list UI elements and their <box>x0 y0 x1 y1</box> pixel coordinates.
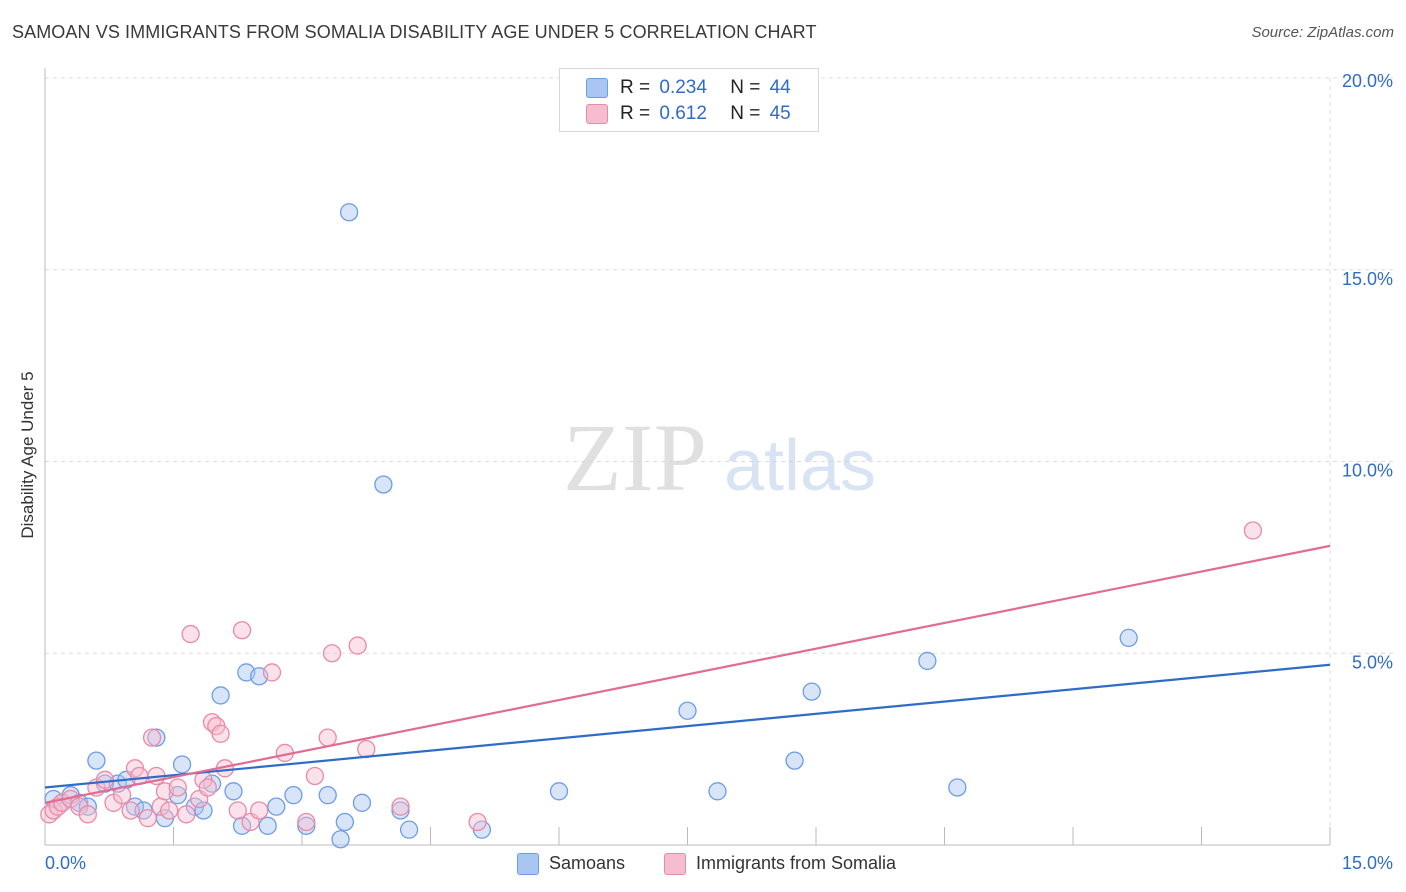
data-point <box>802 682 821 701</box>
data-point <box>177 805 196 824</box>
series-samoans <box>44 203 1138 849</box>
data-point <box>318 728 337 747</box>
x-tick-label: 0.0% <box>45 853 86 873</box>
y-tick-label: 20.0% <box>1342 71 1393 91</box>
data-point <box>399 820 419 839</box>
watermark: ZIP atlas <box>563 404 876 511</box>
data-point <box>549 782 569 801</box>
data-point <box>160 801 179 820</box>
data-point <box>262 663 282 682</box>
data-point <box>172 755 192 774</box>
legend-swatch-somalia <box>664 853 686 875</box>
data-point <box>374 475 393 494</box>
data-point <box>78 805 97 824</box>
r-value: 0.234 <box>659 77 707 98</box>
data-point <box>138 809 157 828</box>
data-point <box>918 651 937 671</box>
data-point <box>348 636 367 655</box>
data-point <box>224 782 243 801</box>
data-point <box>267 797 286 816</box>
data-point <box>318 785 337 805</box>
data-point <box>297 812 316 832</box>
data-point <box>121 801 140 820</box>
y-axis-label: Disability Age Under 5 <box>18 371 37 539</box>
trend-lines <box>44 544 1331 804</box>
data-point <box>1119 628 1138 648</box>
data-point <box>258 816 277 835</box>
tick-labels: 5.0% 10.0% 15.0% 20.0% 0.0% 15.0% <box>45 71 1393 873</box>
data-point <box>352 793 372 812</box>
n-value: 45 <box>769 103 791 124</box>
data-point <box>95 770 115 789</box>
data-point <box>391 797 410 816</box>
data-point <box>335 812 354 832</box>
grid-lines <box>45 77 1395 845</box>
data-point <box>147 728 166 747</box>
axes <box>44 68 1331 846</box>
legend-label-somalia: Immigrants from Somalia <box>696 853 897 873</box>
series-legend: Samoans Immigrants from Somalia <box>0 852 1406 878</box>
series-somalia <box>40 521 1263 832</box>
data-point <box>211 724 230 743</box>
data-points <box>40 203 1263 849</box>
n-label: N = <box>730 77 761 98</box>
r-value: 0.612 <box>659 103 707 124</box>
legend-swatch-samoans <box>586 78 608 98</box>
data-point <box>198 778 217 797</box>
correlation-legend: R = 0.234 N = 44 R = 0.612 N = 45 <box>559 68 819 132</box>
data-point <box>678 701 697 720</box>
data-point <box>785 751 804 770</box>
data-point <box>194 801 213 820</box>
data-point <box>357 739 376 759</box>
data-point <box>250 801 269 820</box>
data-point <box>232 621 252 640</box>
n-value: 44 <box>769 77 791 98</box>
data-point <box>87 751 106 770</box>
legend-label-samoans: Samoans <box>549 853 626 873</box>
trend-line-somalia <box>44 544 1331 804</box>
r-label: R = <box>620 103 651 124</box>
data-point <box>339 203 359 222</box>
data-point <box>331 830 350 849</box>
data-point <box>142 728 162 747</box>
legend-swatch-somalia <box>586 104 608 124</box>
y-tick-label: 10.0% <box>1342 461 1393 481</box>
data-point <box>1243 521 1263 540</box>
trend-line-samoans <box>44 663 1331 789</box>
data-point <box>948 778 967 797</box>
legend-swatch-samoans <box>517 853 539 875</box>
data-point <box>228 801 247 820</box>
data-point <box>181 624 200 644</box>
watermark-zip: ZIP <box>563 404 707 511</box>
chart-title: SAMOAN VS IMMIGRANTS FROM SOMALIA DISABI… <box>12 22 817 42</box>
y-tick-label: 15.0% <box>1342 269 1393 289</box>
n-label: N = <box>730 103 761 124</box>
r-label: R = <box>620 77 651 98</box>
source-label: Source: ZipAtlas.com <box>1251 24 1394 41</box>
data-point <box>211 686 230 705</box>
y-tick-label: 5.0% <box>1352 652 1393 672</box>
data-point <box>168 778 187 797</box>
data-point <box>284 785 303 805</box>
data-point <box>468 812 487 832</box>
data-point <box>322 644 342 663</box>
x-tick-label: 15.0% <box>1342 853 1393 873</box>
data-point <box>305 766 325 786</box>
data-point <box>708 782 727 801</box>
watermark-atlas: atlas <box>724 426 876 506</box>
